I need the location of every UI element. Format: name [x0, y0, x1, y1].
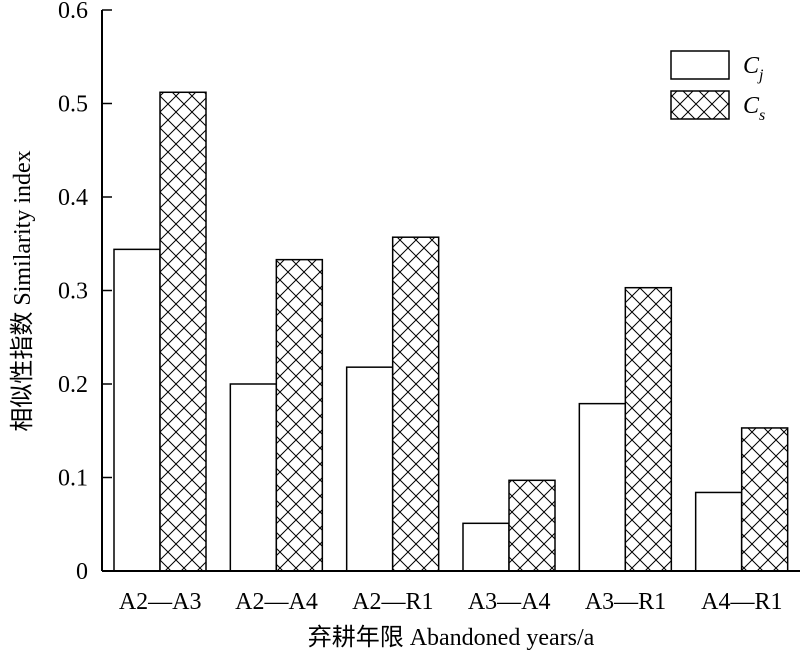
y-axis-label: 相似性指数 Similarity index	[9, 150, 36, 431]
bar-cs-3	[391, 236, 440, 572]
x-ticks-group: A2—A3 A2—A4 A2—R1 A3—A4 A3—R1 A4—R1	[119, 589, 783, 615]
x-tick-label: A4—R1	[701, 589, 782, 615]
bar-cs-2	[275, 258, 324, 572]
bar-cj-6	[694, 491, 743, 572]
bar-cs-6	[740, 427, 789, 572]
y-tick-label: 0.3	[58, 279, 88, 305]
legend-swatch-cj	[670, 50, 730, 80]
y-tick-label: 0.2	[58, 372, 88, 398]
y-tick-label: 0.1	[58, 466, 88, 492]
y-tick-label: 0	[76, 559, 88, 585]
legend-label-cj: Cj	[743, 53, 764, 84]
y-ticks-group: 0 0.1 0.2 0.3 0.4 0.5 0.6	[58, 0, 112, 585]
bar-cj-3	[345, 366, 394, 572]
x-tick-label: A2—A4	[235, 589, 318, 615]
bar-cj-1	[113, 248, 161, 572]
x-axis-label: 弃耕年限 Abandoned years/a	[308, 624, 595, 651]
bar-cs-1	[159, 91, 207, 572]
x-tick-label: A2—R1	[352, 589, 433, 615]
y-tick-label: 0.5	[58, 92, 88, 118]
y-tick-label: 0.4	[58, 185, 88, 211]
legend: Cj Cs	[670, 50, 765, 124]
x-tick-label: A3—A4	[468, 589, 551, 615]
legend-label-cs: Cs	[743, 93, 765, 124]
x-tick-label: A2—A3	[119, 589, 202, 615]
bars-group	[113, 91, 789, 572]
legend-swatch-cs	[670, 90, 730, 120]
x-tick-label: A3—R1	[585, 589, 666, 615]
bar-cs-5	[624, 286, 673, 572]
bar-cj-5	[578, 402, 627, 572]
bar-cj-2	[229, 383, 278, 572]
bar-cs-4	[508, 479, 556, 572]
y-tick-label: 0.6	[58, 0, 88, 24]
bar-cj-4	[462, 522, 510, 572]
